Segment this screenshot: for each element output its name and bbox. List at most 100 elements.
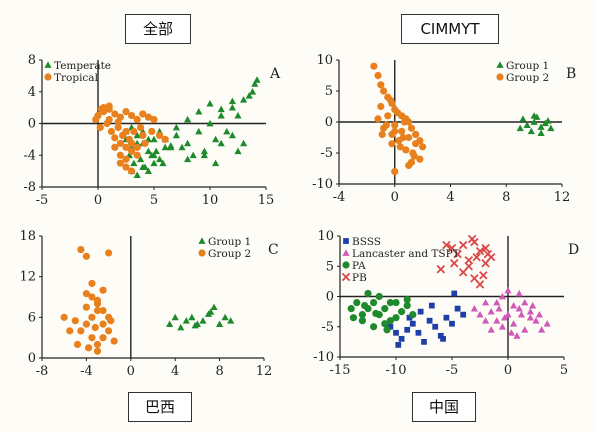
data-point bbox=[530, 112, 538, 119]
x-tick-label: 12 bbox=[256, 364, 273, 379]
data-point bbox=[450, 258, 459, 268]
data-point bbox=[458, 240, 468, 250]
panel-title-top-left: 全部 bbox=[125, 14, 191, 44]
data-point bbox=[99, 334, 107, 342]
data-point bbox=[245, 92, 253, 99]
data-point bbox=[460, 311, 467, 318]
data-point bbox=[543, 320, 551, 327]
data-point bbox=[111, 134, 119, 142]
data-point bbox=[105, 327, 113, 335]
data-point bbox=[228, 131, 236, 139]
x-tick-label: 12 bbox=[554, 190, 571, 205]
data-point bbox=[487, 308, 495, 315]
data-point bbox=[412, 140, 420, 148]
data-point bbox=[88, 293, 96, 301]
series-group-1 bbox=[166, 303, 235, 331]
data-point bbox=[223, 127, 231, 135]
legend-entry: Group 1 bbox=[496, 60, 549, 72]
data-point bbox=[111, 143, 119, 151]
data-point bbox=[377, 102, 385, 111]
data-point bbox=[391, 168, 399, 176]
data-point bbox=[353, 298, 361, 307]
panel-title-bottom-right: 中国 bbox=[412, 392, 476, 422]
data-point bbox=[481, 258, 490, 268]
legend-marker bbox=[341, 272, 351, 282]
data-point bbox=[217, 139, 225, 147]
data-point bbox=[77, 327, 85, 335]
data-point bbox=[470, 305, 478, 312]
data-point bbox=[248, 88, 257, 95]
data-point bbox=[199, 317, 207, 324]
data-point bbox=[476, 311, 484, 318]
data-point bbox=[133, 131, 141, 139]
data-point bbox=[82, 252, 90, 260]
x-tick-label: 8 bbox=[215, 364, 223, 379]
data-point bbox=[382, 121, 390, 129]
data-point bbox=[207, 308, 215, 315]
data-point bbox=[393, 329, 399, 336]
x-tick-label: -10 bbox=[386, 363, 407, 378]
data-point bbox=[107, 127, 116, 136]
data-point bbox=[77, 245, 85, 254]
data-point bbox=[403, 301, 411, 310]
data-point bbox=[93, 296, 102, 304]
x-tick-label: 5 bbox=[560, 363, 568, 378]
data-point bbox=[464, 262, 474, 271]
data-point bbox=[374, 71, 382, 80]
data-point bbox=[421, 338, 427, 345]
data-point bbox=[526, 314, 534, 321]
y-tick-label: 4 bbox=[28, 85, 36, 100]
data-point bbox=[240, 139, 248, 147]
data-point bbox=[88, 334, 96, 342]
x-tick-label: -5 bbox=[36, 193, 49, 208]
data-point bbox=[93, 347, 102, 355]
y-tick-label: -5 bbox=[320, 146, 333, 161]
series-group-2 bbox=[370, 62, 427, 176]
data-point bbox=[144, 147, 152, 155]
data-point bbox=[91, 323, 99, 332]
series-bsss bbox=[387, 290, 467, 348]
data-point bbox=[498, 323, 506, 330]
data-point bbox=[105, 102, 113, 110]
legend-entry: Temperate bbox=[44, 60, 111, 72]
series-group-1 bbox=[516, 112, 555, 137]
legend-marker bbox=[342, 249, 350, 256]
data-point bbox=[475, 280, 485, 289]
data-point bbox=[133, 171, 141, 178]
data-point bbox=[377, 81, 385, 89]
data-point bbox=[395, 342, 402, 348]
y-tick-label: -8 bbox=[23, 180, 36, 195]
data-point bbox=[384, 112, 392, 120]
data-point bbox=[513, 332, 521, 339]
data-point bbox=[139, 131, 147, 140]
series-lancaster-and-tspt bbox=[470, 286, 551, 339]
data-point bbox=[122, 143, 130, 151]
data-point bbox=[426, 317, 433, 324]
data-point bbox=[110, 337, 118, 345]
data-point bbox=[530, 118, 538, 125]
data-point bbox=[97, 105, 105, 113]
panel-letter: A bbox=[269, 66, 281, 82]
data-point bbox=[227, 317, 235, 324]
data-point bbox=[410, 152, 418, 160]
data-point bbox=[178, 143, 186, 151]
data-point bbox=[398, 127, 406, 135]
data-point bbox=[437, 332, 444, 339]
data-point bbox=[114, 118, 122, 126]
data-point bbox=[212, 135, 220, 143]
x-tick-label: 0 bbox=[391, 190, 399, 205]
series-pa bbox=[347, 289, 417, 334]
data-point bbox=[386, 96, 395, 104]
data-point bbox=[251, 80, 259, 87]
data-point bbox=[99, 306, 107, 315]
legend-marker bbox=[496, 73, 504, 81]
data-point bbox=[349, 314, 358, 322]
data-point bbox=[467, 234, 477, 244]
data-point bbox=[166, 320, 174, 327]
data-point bbox=[234, 147, 242, 155]
data-point bbox=[416, 155, 424, 163]
data-point bbox=[167, 142, 175, 149]
data-point bbox=[515, 305, 523, 312]
legend-label: Group 2 bbox=[208, 248, 251, 260]
data-point bbox=[172, 131, 180, 139]
